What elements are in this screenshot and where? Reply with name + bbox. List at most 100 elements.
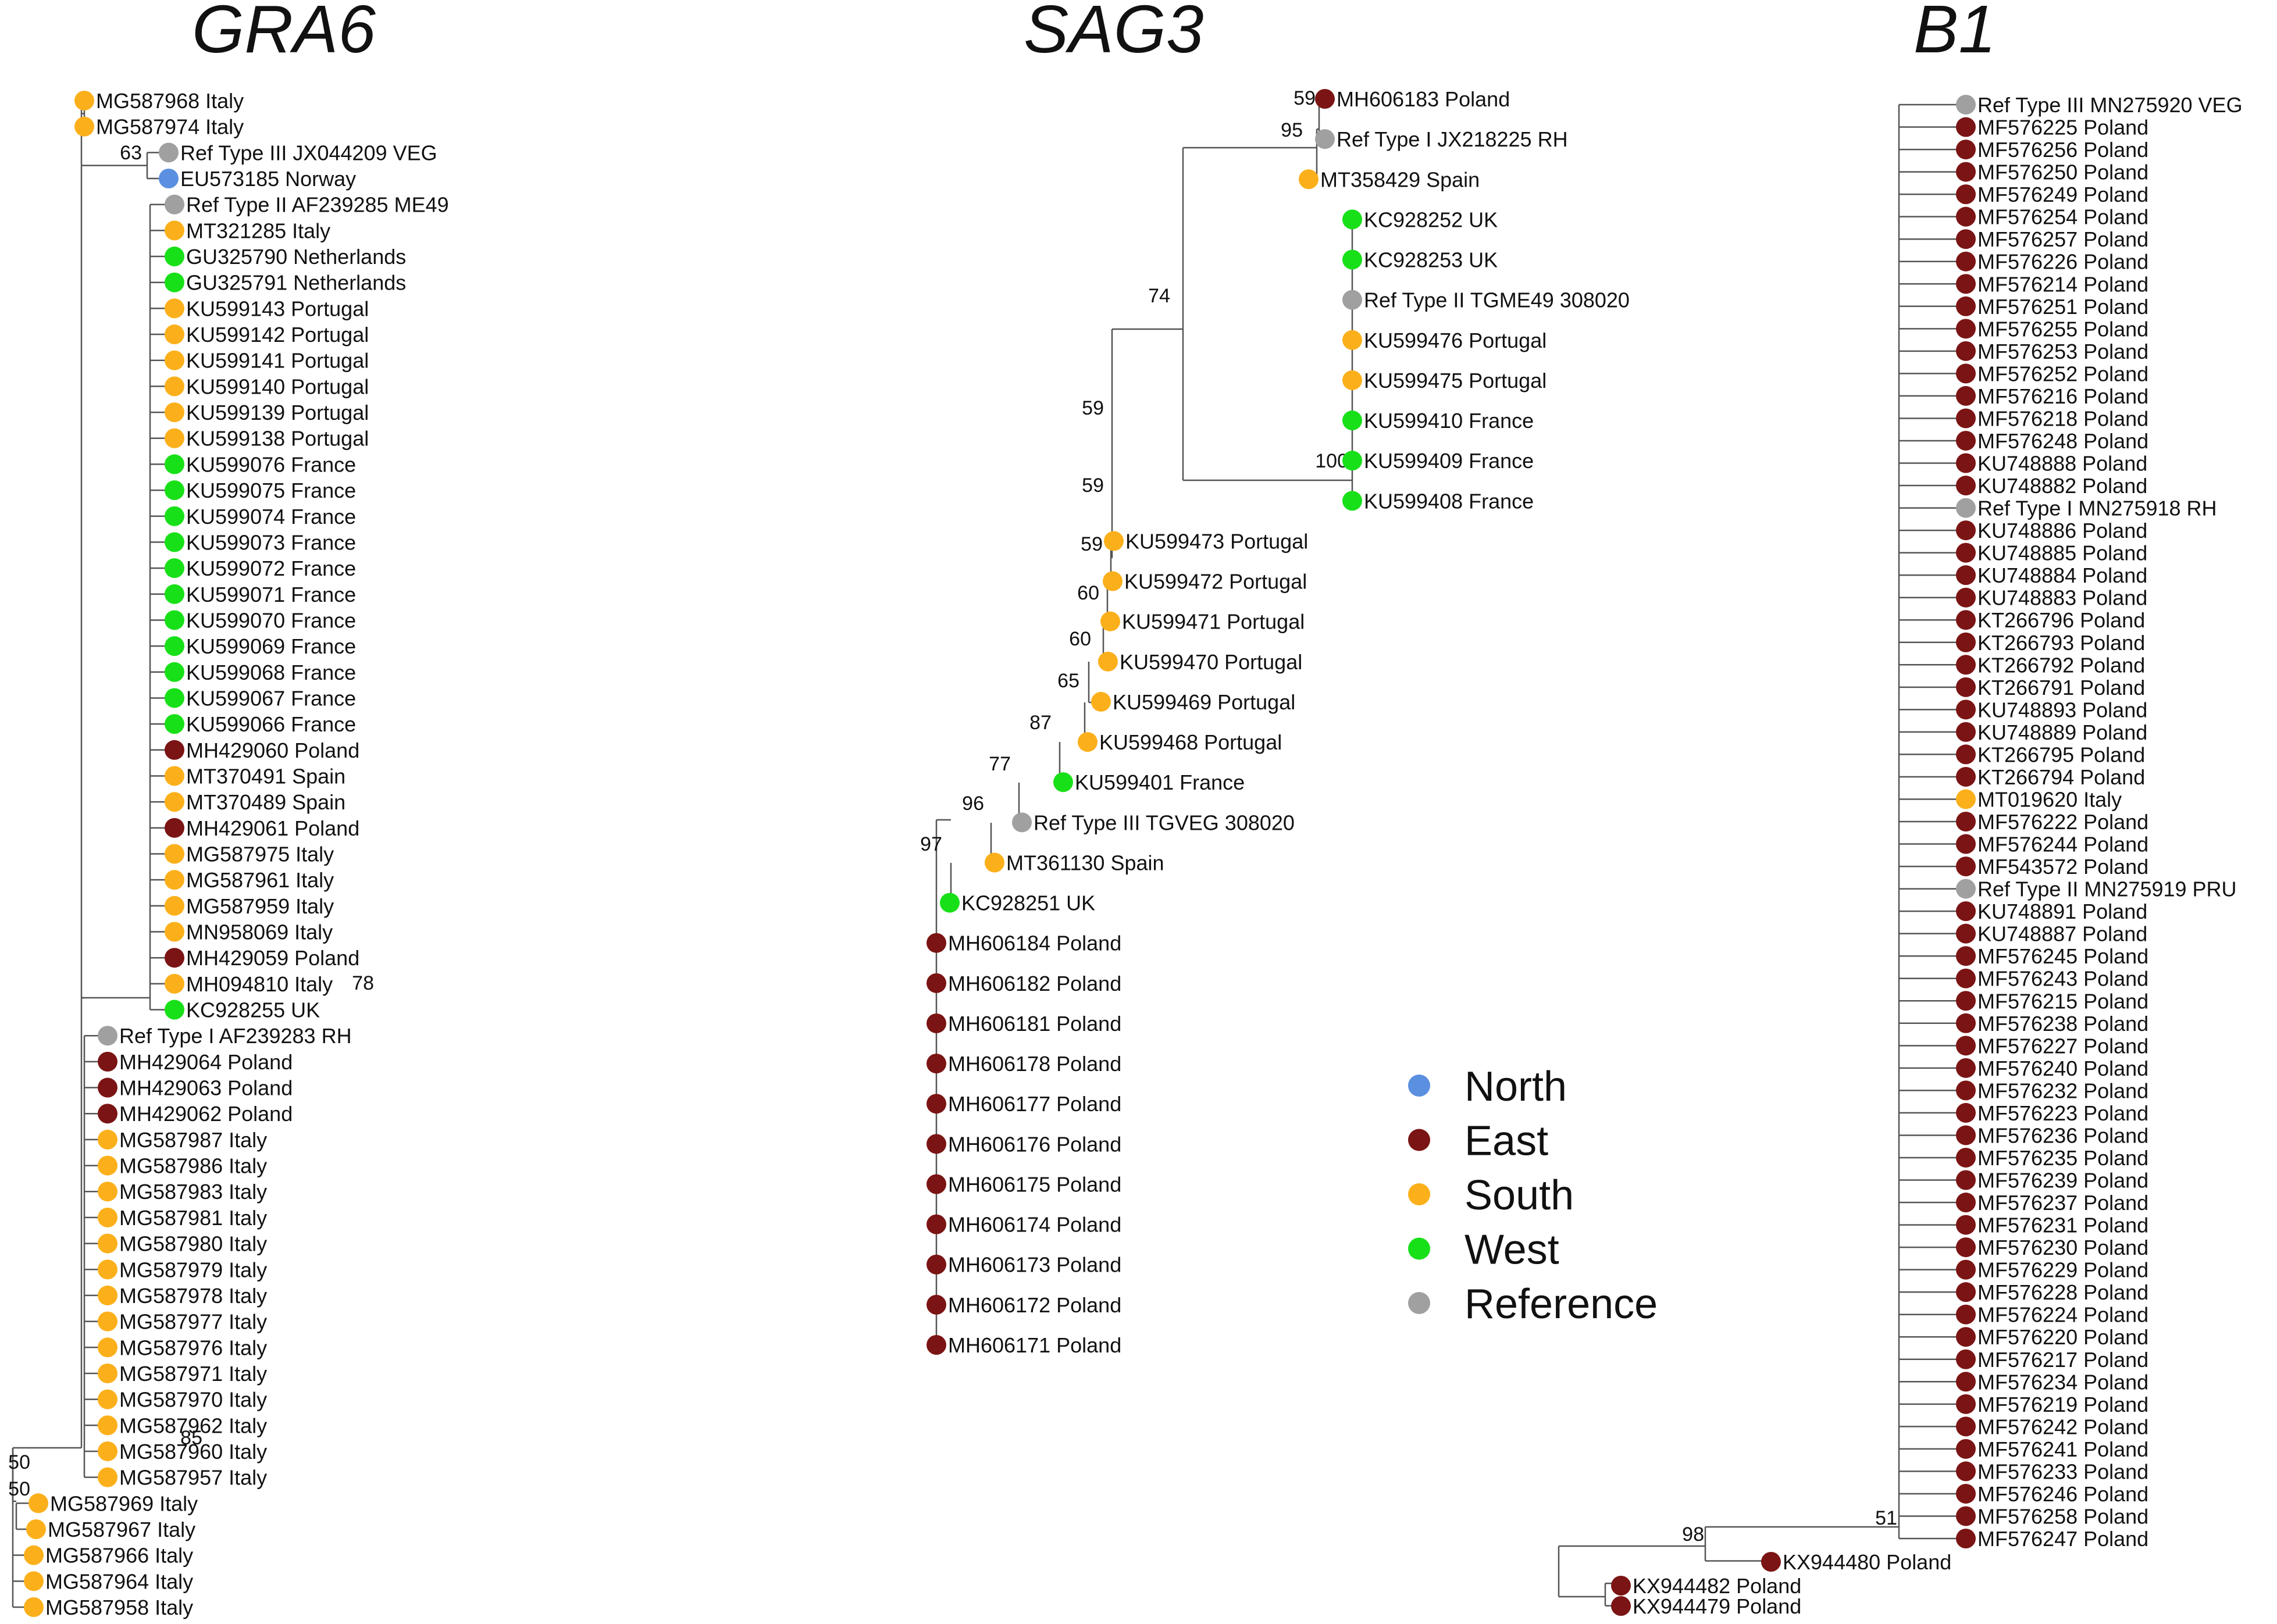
gra6-leaf-marker [165, 818, 184, 838]
b1-leaf-label: MF576227 Poland [1977, 1034, 2148, 1058]
gra6-leaf-marker [159, 169, 179, 189]
b1-leaf-label: KU748884 Poland [1977, 563, 2147, 587]
gra6-leaf-marker [165, 558, 184, 579]
b1-leaf-marker [1956, 834, 1976, 854]
b1-leaf-marker [1956, 229, 1976, 249]
b1-leaf-marker [1956, 184, 1976, 205]
gra6-leaf-label: KU599141 Portugal [186, 349, 369, 373]
b1-leaf-marker [1956, 319, 1976, 339]
legend-label-north: North [1464, 1063, 1567, 1110]
b1-leaf-marker [1956, 1439, 1976, 1459]
gra6-leaf-marker [165, 636, 184, 656]
gra6-leaf-label: MG587980 Italy [119, 1232, 267, 1256]
legend-swatch-west [1408, 1237, 1430, 1260]
bootstrap-value: 59 [1082, 397, 1104, 419]
gra6-leaf-label: MG587958 Italy [45, 1596, 193, 1619]
b1-leaf-marker [1956, 677, 1976, 697]
b1-leaf-marker [1956, 386, 1976, 406]
b1-leaf-label: KU748888 Poland [1977, 452, 2147, 476]
gra6-leaf-marker [165, 298, 184, 319]
bootstrap-values: 6378855050599574100595959606065877796975… [8, 87, 1897, 1546]
b1-leaf-label: MF576234 Poland [1977, 1370, 2148, 1394]
gra6-leaf-marker [98, 1077, 117, 1098]
bootstrap-value: 50 [8, 1478, 30, 1500]
b1-leaf-label: MF576230 Poland [1977, 1236, 2148, 1259]
b1-leaf-marker [1956, 520, 1976, 541]
gra6-leaf-marker [165, 766, 184, 786]
sag3-leaf-label: MH606173 Poland [948, 1253, 1121, 1277]
gra6-leaf-marker [165, 402, 184, 423]
gra6-leaf-marker [165, 532, 184, 552]
b1-leaf-marker [1956, 744, 1976, 765]
b1-leaf-marker [1956, 363, 1976, 384]
b1-leaf-label: MT019620 Italy [1977, 787, 2122, 811]
sag3-leaf-label: MT358429 Spain [1320, 167, 1480, 191]
b1-leaf-marker [1956, 408, 1976, 429]
gra6-leaf-marker [165, 1000, 184, 1020]
b1-leaf-label: MF576218 Poland [1977, 406, 2148, 430]
gra6-leaf-label: MG587986 Italy [119, 1154, 267, 1178]
b1-leaf-label: MF576222 Poland [1977, 810, 2148, 834]
b1-leaf-label: MF576225 Poland [1977, 116, 2148, 140]
sag3-leaf-label: MH606183 Poland [1337, 87, 1510, 111]
gra6-leaf-marker [98, 1129, 117, 1150]
sag3-leaf-label: KU599401 France [1075, 770, 1245, 794]
bootstrap-value: 59 [1082, 474, 1104, 497]
b1-leaf-label: MF576237 Poland [1977, 1191, 2148, 1215]
gra6-leaf-label: MT370491 Spain [186, 764, 345, 788]
gra6-leaf-marker [74, 116, 94, 137]
b1-leaf-marker [1611, 1576, 1631, 1596]
sag3-leaf-marker [940, 893, 960, 913]
gra6-leaf-label: MG587967 Italy [48, 1518, 195, 1541]
gra6-leaf-marker [165, 428, 184, 448]
b1-leaf-marker [1956, 95, 1976, 115]
sag3-leaf-label: KU599470 Portugal [1120, 650, 1302, 674]
gra6-leaf-label: MG587962 Italy [119, 1414, 267, 1437]
gra6-leaf-marker [165, 740, 184, 760]
b1-leaf-label: MF576256 Poland [1977, 138, 2148, 162]
b1-leaf-label: MF576235 Poland [1977, 1146, 2148, 1170]
b1-leaf-label: MF576231 Poland [1977, 1213, 2148, 1237]
b1-leaf-label: MF576257 Poland [1977, 227, 2148, 251]
gra6-leaf-marker [74, 91, 94, 110]
b1-leaf-label: MF576236 Poland [1977, 1123, 2148, 1147]
b1-leaf-label: KT266794 Poland [1977, 765, 2145, 789]
b1-leaf-marker [1956, 1461, 1976, 1482]
gra6-leaf-marker [26, 1519, 46, 1539]
b1-leaf-label: KT266795 Poland [1977, 743, 2145, 766]
gra6-leaf-label: KU599139 Portugal [186, 401, 369, 424]
gra6-leaf-label: MG587987 Italy [119, 1128, 267, 1152]
sag3-leaf-marker [1100, 611, 1120, 631]
bootstrap-value: 85 [180, 1427, 202, 1449]
gra6-leaf-marker [165, 895, 184, 916]
gra6-leaf-marker [98, 1389, 117, 1409]
gra6-leaf-marker [165, 714, 184, 734]
b1-leaf-label: KU748886 Poland [1977, 519, 2147, 542]
b1-leaf-marker [1956, 453, 1976, 473]
gra6-leaf-marker [24, 1597, 44, 1617]
b1-leaf-label: MF576226 Poland [1977, 250, 2148, 274]
gra6-leaf-marker [24, 1571, 44, 1591]
bootstrap-value: 98 [1682, 1523, 1704, 1546]
gra6-leaf-label: KU599140 Portugal [186, 374, 369, 398]
b1-leaf-label: MF576250 Poland [1977, 160, 2148, 184]
sag3-leaf-label: KC928253 UK [1364, 248, 1498, 272]
legend-label-reference: Reference [1464, 1281, 1658, 1327]
b1-leaf-label: MF576219 Poland [1977, 1393, 2148, 1416]
legend-swatch-reference [1408, 1292, 1430, 1314]
b1-leaf-marker [1956, 1215, 1976, 1235]
b1-leaf-label: MF576223 Poland [1977, 1101, 2148, 1125]
bootstrap-value: 78 [352, 972, 374, 994]
sag3-leaf-marker [1078, 732, 1097, 752]
gra6-leaf-marker [165, 870, 184, 890]
gra6-leaf-label: MH429059 Poland [186, 946, 359, 970]
b1-leaf-marker [1956, 296, 1976, 316]
gra6-leaf-label: Ref Type III JX044209 VEG [180, 141, 437, 165]
b1-leaf-marker [1956, 1372, 1976, 1392]
b1-leaf-label: MF576224 Poland [1977, 1303, 2148, 1327]
b1-leaf-label: MF576229 Poland [1977, 1258, 2148, 1282]
gra6-leaf-label: KU599071 France [186, 583, 356, 606]
